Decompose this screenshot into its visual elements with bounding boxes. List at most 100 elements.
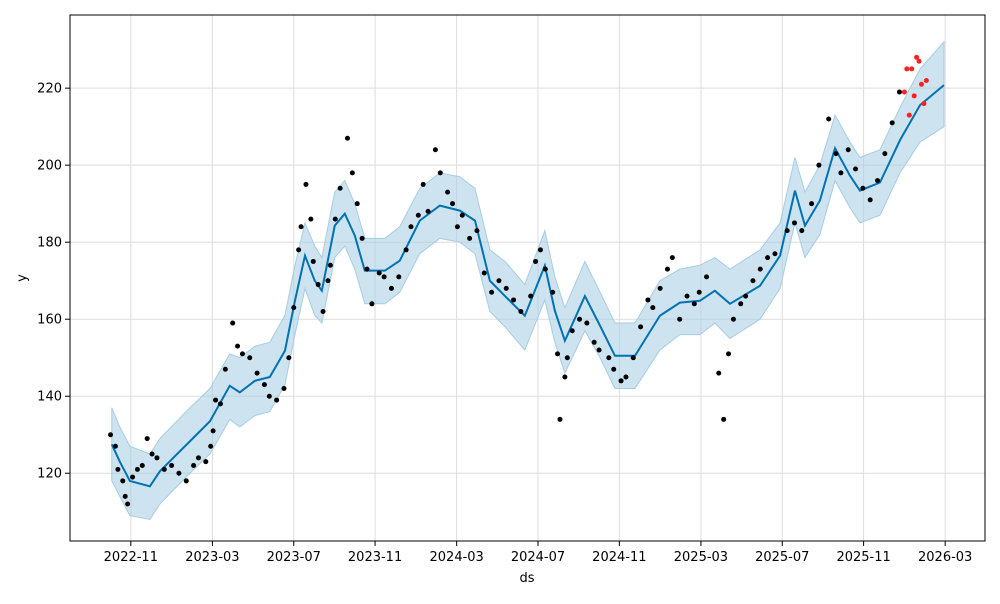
observed-point (281, 386, 287, 392)
observed-point (325, 278, 331, 284)
observed-point (266, 393, 272, 399)
observed-point (359, 235, 365, 241)
observed-point (577, 316, 583, 322)
observed-point (537, 247, 543, 253)
observed-point (650, 305, 656, 311)
y-tick-label: 200 (37, 159, 62, 174)
observed-point (154, 455, 160, 461)
holdout-point (904, 66, 910, 72)
observed-point (130, 474, 136, 480)
holdout-point (916, 58, 922, 64)
observed-point (213, 397, 219, 403)
observed-point (584, 320, 590, 326)
observed-point (445, 189, 451, 195)
observed-point (791, 220, 797, 226)
observed-point (677, 316, 683, 322)
observed-point (134, 466, 140, 472)
observed-point (833, 151, 839, 157)
plot-frame (69, 14, 986, 542)
observed-point (222, 366, 228, 372)
observed-point (496, 278, 502, 284)
observed-point (437, 170, 443, 176)
observed-point (195, 455, 201, 461)
observed-point (203, 459, 209, 465)
observed-point (364, 266, 370, 272)
y-tick-label: 220 (37, 82, 62, 97)
observed-point (239, 351, 245, 357)
observed-point (743, 293, 749, 299)
observed-point (875, 178, 881, 184)
observed-point (210, 428, 216, 434)
observed-point (750, 278, 756, 284)
observed-point (696, 289, 702, 295)
observed-point (354, 201, 360, 207)
observed-point (657, 285, 663, 291)
observed-point (721, 416, 727, 422)
observed-point (623, 374, 629, 380)
observed-point (459, 212, 465, 218)
observed-point (606, 355, 612, 361)
observed-point (327, 262, 333, 268)
y-tick-label: 140 (37, 390, 62, 405)
observed-point (638, 324, 644, 330)
observed-point (191, 463, 197, 469)
observed-point (716, 370, 722, 376)
x-tick-label: 2025-07 (755, 550, 809, 565)
observed-point (669, 255, 675, 261)
x-tick-label: 2024-11 (592, 550, 646, 565)
observed-point (254, 370, 260, 376)
holdout-point (906, 112, 912, 118)
observed-point (853, 166, 859, 172)
observed-point (112, 443, 118, 449)
holdout-point (914, 54, 920, 60)
x-tick-label: 2025-03 (674, 550, 728, 565)
observed-point (799, 228, 805, 234)
observed-point (183, 478, 189, 484)
observed-point (139, 463, 145, 469)
x-tick-label: 2024-03 (430, 550, 484, 565)
observed-point (826, 116, 832, 122)
observed-point (432, 147, 438, 153)
observed-point (303, 181, 309, 187)
observed-point (396, 274, 402, 280)
observed-point (454, 224, 460, 230)
observed-point (291, 305, 297, 311)
observed-point (376, 270, 382, 276)
observed-point (296, 247, 302, 253)
observed-point (286, 355, 292, 361)
observed-point (474, 228, 480, 234)
observed-point (450, 201, 456, 207)
observed-point (274, 397, 280, 403)
observed-point (420, 181, 426, 187)
observed-point (388, 285, 394, 291)
holdout-point (921, 101, 927, 107)
observed-point (315, 282, 321, 288)
observed-point (691, 301, 697, 307)
holdout-point (911, 93, 917, 99)
observed-point (860, 185, 866, 191)
y-axis-label: y (15, 274, 30, 282)
observed-point (569, 328, 575, 334)
observed-point (298, 224, 304, 230)
observed-point (308, 216, 314, 222)
observed-point (738, 301, 744, 307)
observed-point (425, 208, 431, 214)
observed-point (704, 274, 710, 280)
observed-point (542, 266, 548, 272)
observed-point (381, 274, 387, 280)
observed-point (115, 466, 121, 472)
observed-point (332, 216, 338, 222)
observed-point (816, 162, 822, 168)
observed-point (320, 309, 326, 315)
observed-point (518, 309, 524, 315)
observed-point (550, 289, 556, 295)
observed-point (467, 235, 473, 241)
observed-point (337, 185, 343, 191)
observed-point (125, 501, 131, 507)
observed-point (757, 266, 763, 272)
x-axis-label: ds (519, 571, 534, 586)
x-tick-label: 2022-11 (104, 550, 158, 565)
observed-point (562, 374, 568, 380)
